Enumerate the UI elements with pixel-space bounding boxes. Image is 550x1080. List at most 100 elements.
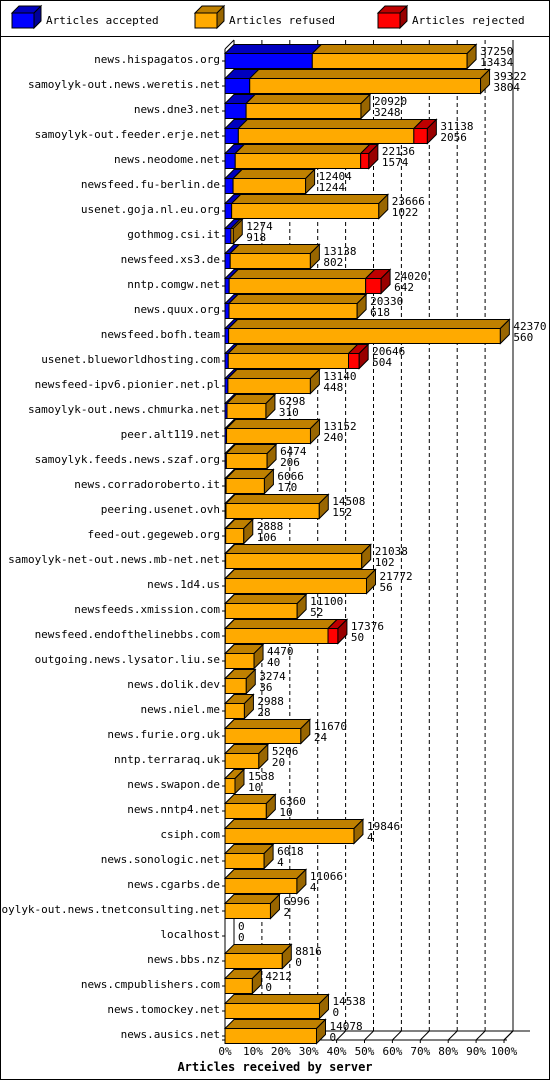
refused-segment-top: [237, 119, 425, 129]
server-label: newsfeed.bofh.team: [101, 328, 221, 341]
server-label: news.sonologic.net: [101, 853, 220, 866]
rejected-segment: [348, 353, 360, 369]
x-tick-label: 40%: [327, 1045, 347, 1058]
legend-swatch: [194, 12, 218, 29]
server-label: nntp.comgw.net: [127, 278, 220, 291]
refused-segment-top: [223, 869, 308, 879]
bar-side: [426, 118, 437, 145]
floor-line: [364, 1030, 374, 1041]
accepted-label: 170: [277, 481, 297, 494]
legend-item-2: Articles refused: [193, 4, 335, 30]
accepted-label: 20: [272, 756, 285, 769]
refused-segment-top: [223, 1019, 327, 1029]
accepted-label: 642: [394, 281, 414, 294]
refused-segment: [225, 528, 245, 544]
bar-side: [269, 893, 280, 920]
total-label: 4212: [265, 970, 292, 983]
refused-segment-top: [227, 294, 368, 304]
total-label: 14078: [329, 1020, 362, 1033]
accepted-segment: [224, 53, 313, 69]
accepted-label: 206: [280, 456, 300, 469]
server-label: samoylyk-out.news.tnetconsulting.net: [0, 903, 220, 916]
bar-side: [361, 543, 372, 570]
bar-side: [265, 793, 276, 820]
bar-side: [378, 193, 389, 220]
total-label: 6996: [283, 895, 310, 908]
bar-side: [296, 593, 307, 620]
accepted-label: 448: [323, 381, 343, 394]
bars: news.hispagatos.org3725013434samoylyk-ou…: [0, 43, 546, 1045]
refused-segment: [224, 753, 260, 769]
accepted-label: 1244: [319, 181, 346, 194]
total-label: 19846: [367, 820, 400, 833]
refused-segment: [224, 803, 267, 819]
refused-segment: [227, 378, 311, 394]
server-label: localhost: [160, 928, 220, 941]
refused-segment: [311, 53, 468, 69]
refused-segment-top: [230, 194, 390, 204]
x-tick-label: 70%: [410, 1045, 430, 1058]
accepted-label: 4: [277, 856, 284, 869]
server-label: usenet.blueworldhosting.com: [41, 353, 220, 366]
server-label: samoylyk-out.news.weretis.net: [28, 78, 220, 91]
refused-segment-top: [244, 94, 372, 104]
refused-segment-top: [248, 69, 491, 79]
legend-label: Articles accepted: [46, 14, 159, 27]
bar-row: localhost 00: [160, 920, 244, 944]
total-label: 6474: [280, 445, 307, 458]
refused-segment-top: [224, 544, 372, 554]
refused-segment: [226, 428, 311, 444]
bar-side: [337, 618, 348, 645]
total-label: 24020: [394, 270, 427, 283]
server-label: samoylyk.feeds.news.szaf.org: [35, 453, 220, 466]
accepted-label: 240: [323, 431, 343, 444]
legend-swatch-side: [399, 4, 408, 30]
total-label: 21772: [379, 570, 412, 583]
bar-side: [360, 93, 371, 120]
refused-segment: [227, 353, 350, 369]
accepted-segment: [224, 78, 251, 94]
total-label: 1274: [246, 220, 273, 233]
server-label: news.niel.me: [141, 703, 220, 716]
bar-side: [356, 293, 367, 320]
accepted-label: 0: [332, 1006, 339, 1019]
refused-segment-top: [225, 419, 321, 429]
accepted-label: 28: [257, 706, 270, 719]
accepted-label: 0: [295, 956, 302, 969]
accepted-label: 4: [310, 881, 317, 894]
total-label: 13140: [323, 370, 356, 383]
accepted-segment: [224, 228, 232, 244]
total-label: 23666: [392, 195, 425, 208]
refused-segment: [224, 903, 271, 919]
server-label: peering.usenet.ovh: [101, 503, 220, 516]
accepted-label: 504: [372, 356, 392, 369]
refused-segment-top: [224, 594, 308, 604]
server-label: news.nntp4.net: [127, 803, 220, 816]
bar-side: [300, 718, 311, 745]
total-label: 4470: [267, 645, 294, 658]
bar-side: [380, 268, 391, 295]
refused-segment: [232, 178, 307, 194]
accepted-label: 106: [257, 531, 277, 544]
server-label: nntp.terraraq.uk: [114, 753, 220, 766]
bar-side: [266, 443, 277, 470]
x-ticks: 0% 10% 20% 30% 40% 50% 60% 70% 80% 90% 100%: [218, 1040, 518, 1058]
refused-segment: [224, 978, 253, 994]
total-label: 39322: [494, 70, 527, 83]
total-label: 2888: [257, 520, 284, 533]
refused-segment-top: [223, 994, 330, 1004]
